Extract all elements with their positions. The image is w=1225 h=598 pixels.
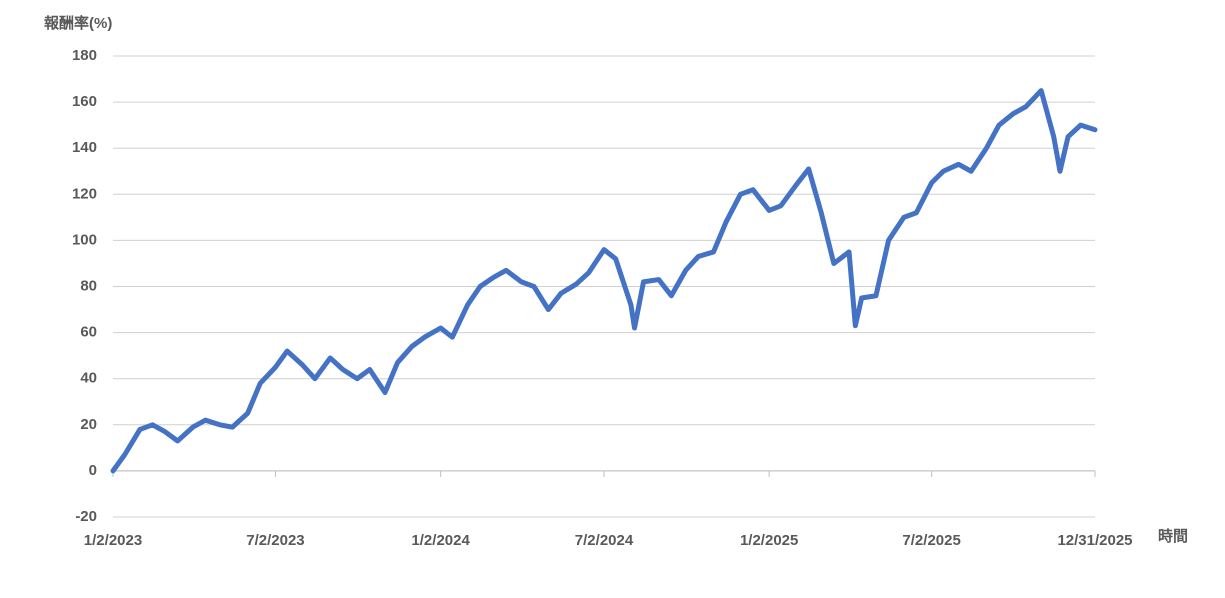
x-tick-label: 7/2/2025 [902,532,960,549]
line-series [110,88,1098,474]
x-tick-label: 12/31/2025 [1057,532,1132,549]
x-tick-label: 1/2/2025 [740,532,798,549]
y-tick-label: 140 [72,139,97,156]
y-tick-label: 120 [72,185,97,202]
y-tick-label: -20 [75,508,97,525]
y-tick-label: 0 [89,462,97,479]
y-tick-label: 60 [80,324,97,341]
x-tick-label: 1/2/2023 [84,532,142,549]
y-tick-label: 160 [72,93,97,110]
y-tick-label: 80 [80,277,97,294]
y-tick-label: 100 [72,231,97,248]
y-axis-label: 報酬率(%) [44,14,112,32]
x-tick-label: 1/2/2024 [411,532,470,549]
y-tick-label: 40 [80,370,97,387]
x-tick-label: 7/2/2023 [246,532,304,549]
y-tick-label: 20 [80,416,97,433]
x-tick-label: 7/2/2024 [575,532,634,549]
y-tick-label: 180 [72,47,97,64]
x-axis-label: 時間 [1158,527,1188,545]
